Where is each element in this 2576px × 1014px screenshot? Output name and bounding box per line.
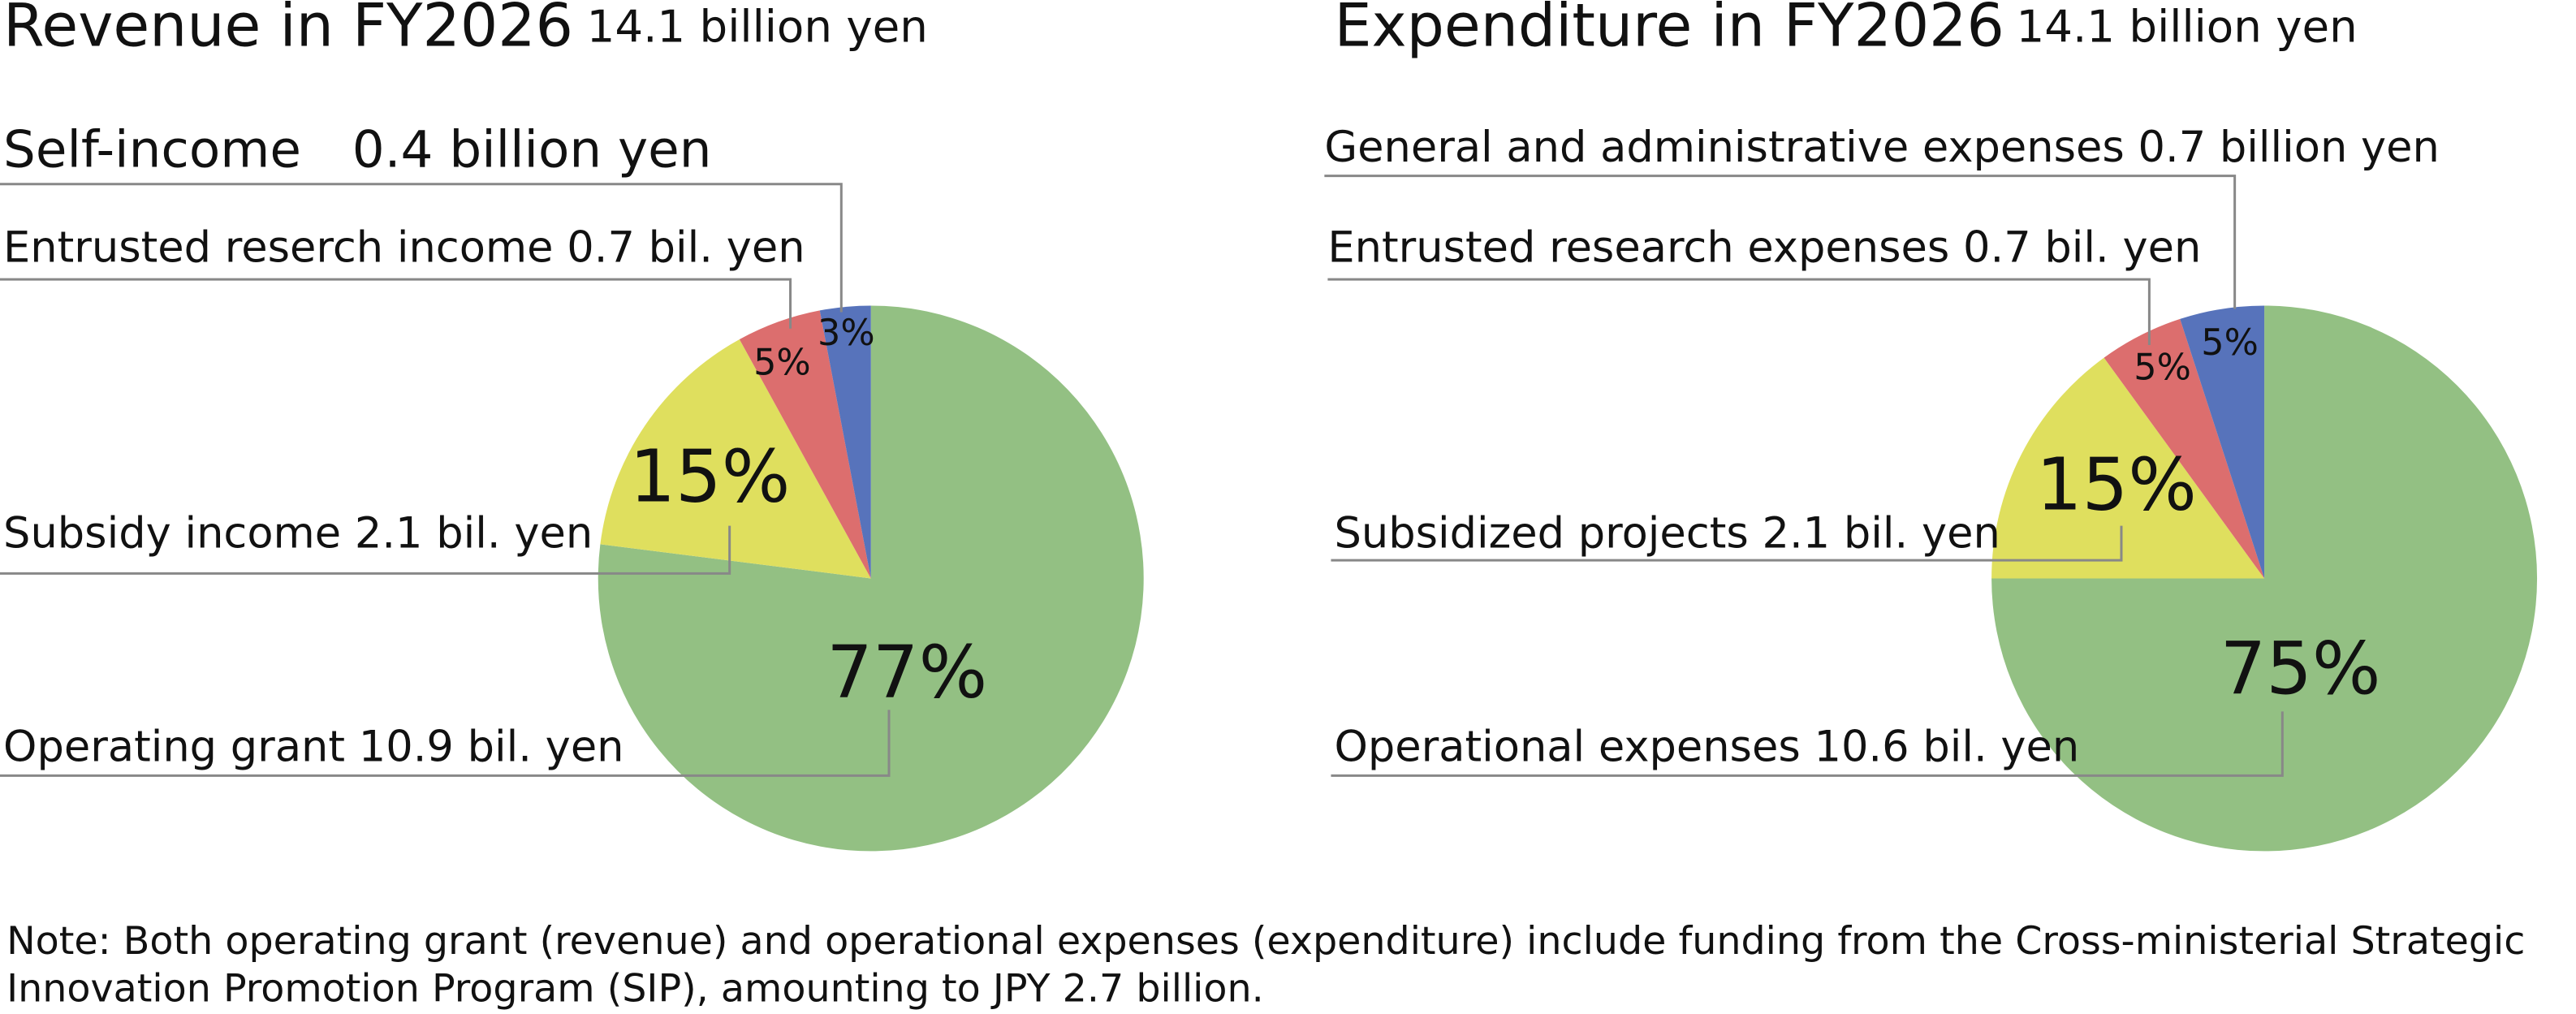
pie-slice	[2104, 318, 2265, 579]
value-label: 15%	[629, 434, 790, 519]
leader-line	[0, 525, 731, 575]
leader-line	[0, 183, 843, 313]
category-label: Operating grant 10.9 bil. yen	[3, 723, 624, 772]
category-label: Self-income 0.4 billion yen	[3, 119, 711, 179]
category-label: Operational expenses 10.6 bil. yen	[1334, 723, 2079, 772]
category-label: Entrusted research expenses 0.7 bil. yen	[1327, 222, 2201, 272]
leader-line	[0, 278, 792, 329]
category-label: General and administrative expenses 0.7 …	[1324, 123, 2440, 172]
leader-line	[1324, 175, 2237, 309]
note: Note: Both operating grant (revenue) and…	[6, 919, 2525, 964]
value-label: 77%	[826, 630, 987, 714]
leader-line	[1327, 278, 2151, 346]
value-label: 5%	[753, 342, 811, 383]
category-label: Entrusted reserch income 0.7 bil. yen	[3, 222, 805, 272]
chart-title: Expenditure in FY2026	[1334, 0, 2004, 60]
chart-title: Revenue in FY2026	[3, 0, 573, 60]
leader-line	[1331, 525, 2123, 562]
value-label: 5%	[2201, 322, 2259, 364]
note: Innovation Promotion Program (SIP), amou…	[6, 966, 1264, 1011]
value-label: 15%	[2036, 443, 2197, 528]
chart-subtitle: 14.1 billion yen	[587, 1, 928, 53]
value-label: 3%	[818, 313, 875, 354]
value-label: 75%	[2220, 627, 2381, 711]
value-label: 5%	[2134, 347, 2191, 388]
category-label: Subsidized projects 2.1 bil. yen	[1334, 508, 2000, 558]
pie-slice	[1991, 357, 2265, 579]
pie-slice	[819, 305, 871, 579]
leader-line	[0, 710, 891, 777]
pie-slice	[600, 339, 871, 579]
chart-subtitle: 14.1 billion yen	[2016, 1, 2357, 53]
category-label: Subsidy income 2.1 bil. yen	[3, 508, 593, 558]
pie-slice	[2180, 305, 2265, 579]
leader-line	[1331, 711, 2284, 777]
pie-slice	[739, 310, 871, 579]
